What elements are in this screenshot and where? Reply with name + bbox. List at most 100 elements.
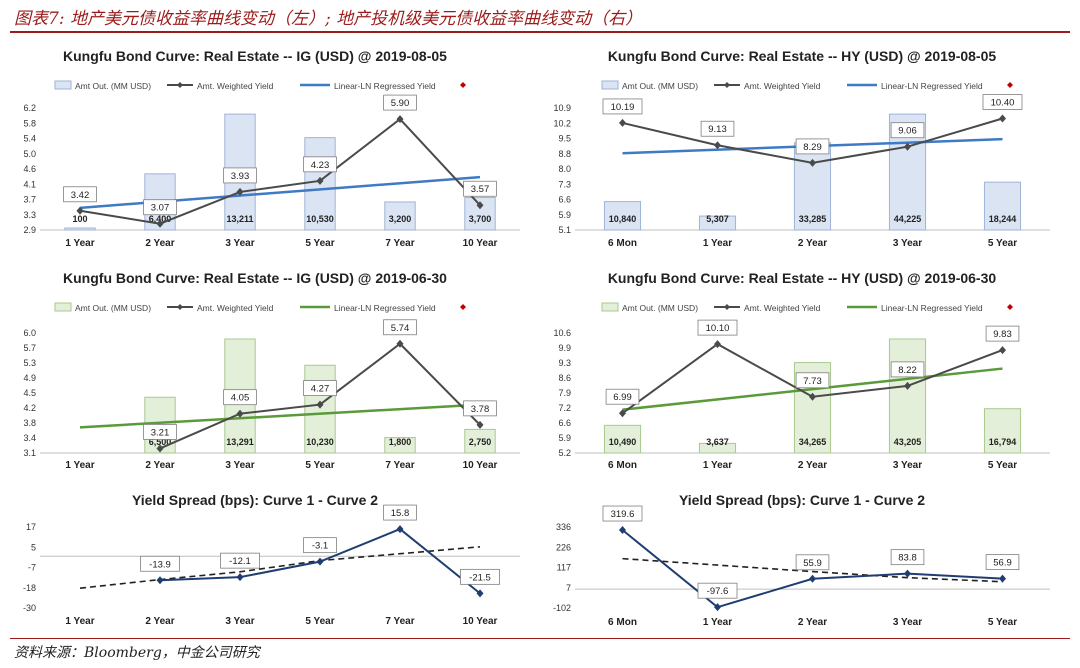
amount-label: 10,840 (609, 214, 637, 224)
y-tick-label: 3.3 (23, 210, 36, 220)
yield-point (316, 400, 324, 409)
y-tick-label: 7.2 (558, 403, 571, 413)
yield-point (396, 339, 404, 348)
yield-point (316, 176, 324, 185)
x-tick-label: 7 Year (385, 616, 414, 627)
amount-label: 13,291 (226, 437, 254, 447)
y-tick-label: 6.6 (558, 195, 571, 205)
yield-label: 3.93 (231, 171, 250, 182)
title-divider (10, 31, 1070, 33)
legend-swatch-amount (601, 80, 619, 90)
y-tick-label: 9.3 (558, 358, 571, 368)
yield-label: 8.22 (898, 365, 917, 376)
yield-label-box (463, 180, 497, 197)
amount-label: 43,205 (894, 437, 922, 447)
amount-label: 18,244 (989, 214, 1017, 224)
chart-title: Kungfu Bond Curve: Real Estate -- IG (US… (63, 48, 447, 64)
spread-point (904, 569, 911, 578)
x-tick-label: 2 Year (798, 617, 827, 628)
y-tick-label: 7.9 (558, 388, 571, 398)
amount-label: 5,307 (706, 214, 729, 224)
y-tick-label: 5.3 (23, 358, 36, 368)
spread-label: -12.1 (229, 556, 251, 567)
spread-point (476, 589, 484, 598)
spread-point (999, 574, 1006, 583)
spread-label: 56.9 (993, 558, 1012, 569)
amount-bar (983, 408, 1022, 454)
y-tick-label: -18 (23, 583, 36, 593)
yield-point (999, 114, 1006, 123)
amount-label: 100 (72, 214, 87, 224)
y-tick-label: 3.7 (23, 195, 36, 205)
legend-label-yield: Amt. Weighted Yield (197, 81, 274, 91)
spread-point (809, 574, 816, 583)
spread-label: -97.6 (707, 586, 729, 597)
y-tick-label: 5.1 (558, 225, 571, 235)
yield-label: 9.83 (993, 329, 1012, 340)
yield-point (476, 201, 484, 210)
yield-label-box (463, 400, 497, 417)
amount-label: 34,265 (799, 437, 827, 447)
x-tick-label: 1 Year (65, 616, 94, 627)
yield-point (714, 141, 721, 150)
yield-point (809, 392, 816, 401)
x-tick-label: 1 Year (65, 460, 94, 471)
yield-label: 10.10 (706, 323, 730, 334)
spread-label-box (985, 554, 1020, 571)
yield-label: 3.78 (471, 404, 490, 415)
yield-label-box (982, 94, 1023, 110)
y-tick-label: 7.3 (558, 179, 571, 189)
x-tick-label: 3 Year (893, 617, 922, 628)
y-tick-label: 5 (31, 542, 36, 552)
spread-point (156, 576, 164, 585)
yield-label-box (795, 138, 830, 155)
yield-point (619, 118, 626, 127)
yield-point (619, 409, 626, 418)
y-tick-label: 17 (26, 522, 36, 532)
x-tick-label: 2 Year (145, 460, 174, 471)
amount-bar (698, 442, 737, 454)
yield-label-box (602, 98, 643, 115)
x-tick-label: 5 Year (988, 238, 1017, 249)
amount-label: 3,200 (389, 214, 412, 224)
footer-divider (10, 638, 1070, 639)
x-tick-label: 3 Year (225, 460, 254, 471)
legend-label-regressed: Linear-LN Regressed Yield (334, 81, 436, 91)
figure-title: 图表7: 地产美元债收益率曲线变动（左）; 地产投机级美元债收益率曲线变动（右） (14, 9, 643, 29)
regressed-yield-line (79, 175, 481, 210)
yield-label: 4.23 (311, 160, 330, 171)
amount-bar (384, 201, 416, 231)
y-tick-label: 5.2 (558, 448, 571, 458)
yield-label-box (985, 325, 1020, 342)
yield-label-box (890, 361, 925, 378)
regressed-yield-line (79, 403, 481, 429)
yield-point (714, 340, 721, 349)
spread-trend-line (79, 546, 481, 589)
y-tick-label: 5.8 (23, 118, 36, 128)
legend-swatch-amount (601, 302, 619, 312)
spread-point (236, 573, 244, 582)
x-tick-label: 5 Year (305, 616, 334, 627)
yield-point (999, 346, 1006, 355)
x-tick-label: 5 Year (988, 617, 1017, 628)
spread-label: -13.9 (149, 559, 171, 570)
legend-marker-red (460, 82, 466, 88)
y-tick-label: -30 (23, 603, 36, 613)
legend-label-amount: Amt Out. (MM USD) (622, 81, 698, 91)
y-tick-label: 5.0 (23, 149, 36, 159)
x-tick-label: 3 Year (893, 238, 922, 249)
x-tick-label: 2 Year (145, 238, 174, 249)
y-tick-label: 3.1 (23, 448, 36, 458)
y-tick-label: 8.0 (558, 164, 571, 174)
chart-title: Kungfu Bond Curve: Real Estate -- HY (US… (608, 48, 997, 64)
yield-label: 9.13 (708, 124, 727, 135)
amount-label: 6,500 (149, 437, 172, 447)
x-tick-label: 5 Year (988, 460, 1017, 471)
legend-marker-yield (724, 82, 730, 88)
amount-bar (64, 227, 96, 231)
spread-label: 55.9 (803, 558, 822, 569)
spread-label-box (602, 505, 643, 522)
spread-trend-line (622, 557, 1003, 583)
y-tick-label: 5.9 (558, 210, 571, 220)
